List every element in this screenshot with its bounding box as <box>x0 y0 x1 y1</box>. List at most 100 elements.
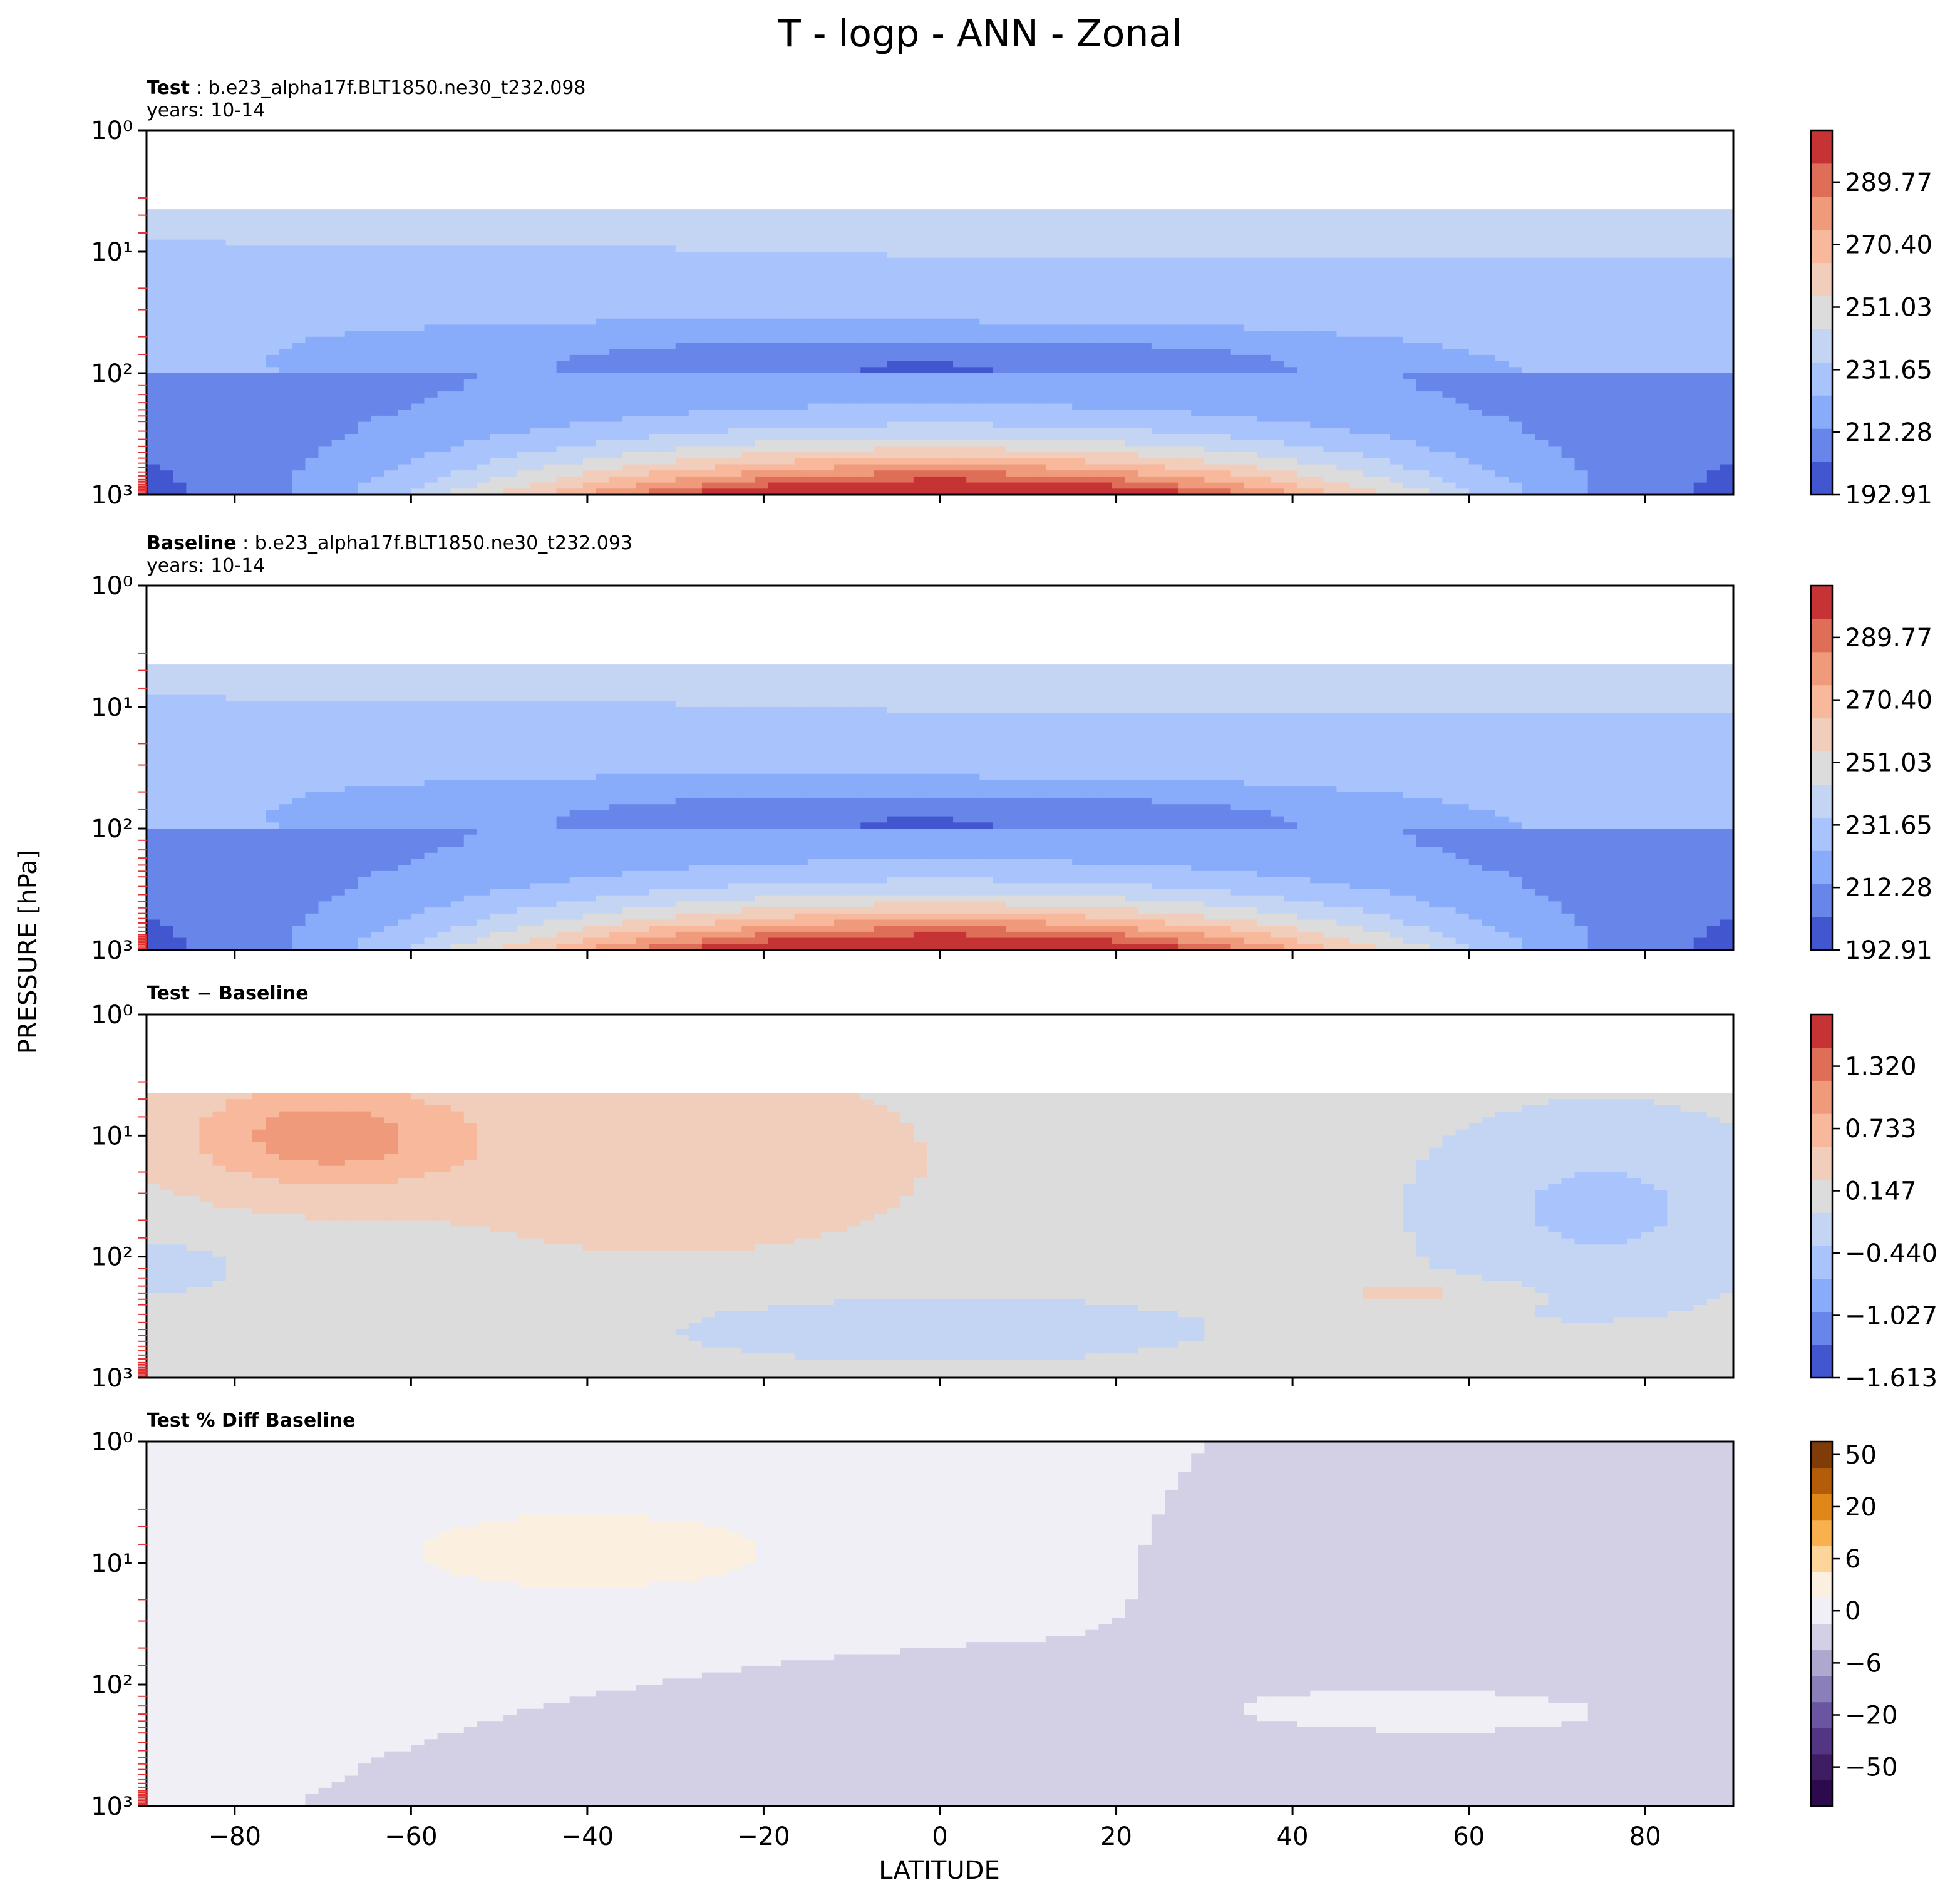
colorbar-tick-label: 0 <box>1845 1597 1860 1626</box>
figure-title: T - logp - ANN - Zonal <box>777 12 1182 56</box>
colorbar-segment <box>1811 197 1832 230</box>
colorbar-tick-label: 6 <box>1845 1545 1860 1574</box>
colorbar-tick-label: 251.03 <box>1845 294 1932 323</box>
colorbar-segment <box>1811 163 1832 197</box>
colorbar-segment <box>1811 1572 1832 1598</box>
colorbar-segment <box>1811 428 1832 462</box>
colorbar-segment <box>1811 1048 1832 1081</box>
colorbar-tick-label: −20 <box>1845 1701 1897 1730</box>
colorbar-tick-label: 1.320 <box>1845 1053 1917 1082</box>
colorbar-segment <box>1811 1015 1832 1048</box>
colorbar-segment <box>1811 1442 1832 1468</box>
colorbar-segment <box>1811 1345 1832 1378</box>
colorbar-tick-label: 289.77 <box>1845 624 1932 653</box>
colorbar-tick-label: 0.147 <box>1845 1177 1917 1206</box>
panel-label: Test <box>147 77 190 99</box>
colorbar-tick-label: −1.613 <box>1845 1364 1937 1393</box>
colorbar-segment <box>1811 462 1832 495</box>
colorbar-segment <box>1811 1702 1832 1728</box>
colorbar-segment <box>1811 329 1832 363</box>
y-tick-label: 10² <box>91 359 133 388</box>
x-tick-label: −60 <box>384 1822 437 1851</box>
y-tick-label: 10¹ <box>91 693 133 722</box>
panel-label: Test − Baseline <box>147 983 309 1004</box>
colorbar-segment <box>1811 1279 1832 1312</box>
colorbar-segment <box>1811 1212 1832 1246</box>
colorbar-tick-label: 192.91 <box>1845 936 1932 965</box>
colorbar-segment <box>1811 1546 1832 1572</box>
colorbar-tick-label: 231.65 <box>1845 811 1932 840</box>
x-tick-label: 80 <box>1629 1822 1661 1851</box>
x-tick-label: −40 <box>561 1822 614 1851</box>
colorbar-segment <box>1811 884 1832 917</box>
x-tick-label: −20 <box>737 1822 790 1851</box>
y-tick-label: 10⁰ <box>91 1428 133 1457</box>
case-name: : b.e23_alpha17f.BLT1850.ne30_t232.093 <box>237 532 632 554</box>
panel-title: Test % Diff Baseline <box>147 1410 356 1432</box>
contour-fill <box>147 664 1734 951</box>
colorbar-tick-label: 231.65 <box>1845 356 1932 385</box>
panel-label: Baseline <box>147 532 237 554</box>
colorbar-tick-label: 289.77 <box>1845 168 1932 197</box>
panel-label: Test % Diff Baseline <box>147 1410 356 1432</box>
colorbar-tick-label: 270.40 <box>1845 686 1932 715</box>
y-tick-label: 10⁰ <box>91 1001 133 1030</box>
colorbar-tick-label: −50 <box>1845 1753 1897 1782</box>
colorbar-segment <box>1811 1520 1832 1546</box>
colorbar-segment <box>1811 619 1832 652</box>
contour-fill <box>147 209 1734 495</box>
years-label: years: 10-14 <box>147 555 265 577</box>
y-tick-label: 10¹ <box>91 1549 133 1578</box>
colorbar-segment <box>1811 362 1832 395</box>
x-tick-label: 40 <box>1277 1822 1309 1851</box>
colorbar-segment <box>1811 1113 1832 1147</box>
colorbar-segment <box>1811 1754 1832 1780</box>
colorbar-segment <box>1811 1312 1832 1345</box>
y-tick-label: 10³ <box>91 1364 133 1393</box>
contour-fill <box>147 1093 1734 1378</box>
colorbar-tick-label: 212.28 <box>1845 418 1932 447</box>
colorbar-segment <box>1811 652 1832 685</box>
colorbar-segment <box>1811 685 1832 718</box>
colorbar-tick-label: −0.440 <box>1845 1239 1937 1268</box>
colorbar-tick-label: 192.91 <box>1845 481 1932 510</box>
colorbar-segment <box>1811 850 1832 884</box>
y-tick-label: 10¹ <box>91 238 133 267</box>
x-tick-label: 0 <box>932 1822 947 1851</box>
panel-title: Baseline : b.e23_alpha17f.BLT1850.ne30_t… <box>147 532 632 554</box>
colorbar-segment <box>1811 130 1832 163</box>
panel-title: Test : b.e23_alpha17f.BLT1850.ne30_t232.… <box>147 77 586 99</box>
colorbar-segment <box>1811 395 1832 428</box>
years-label: years: 10-14 <box>147 100 265 121</box>
y-tick-label: 10² <box>91 1671 133 1700</box>
colorbar-segment <box>1811 817 1832 850</box>
colorbar-segment <box>1811 1081 1832 1114</box>
colorbar-segment <box>1811 1624 1832 1650</box>
x-tick-label: 60 <box>1453 1822 1485 1851</box>
x-axis-label: LATITUDE <box>879 1856 999 1885</box>
x-tick-label: −80 <box>209 1822 261 1851</box>
y-tick-label: 10³ <box>91 481 133 510</box>
y-tick-label: 10⁰ <box>91 116 133 145</box>
colorbar-segment <box>1811 917 1832 950</box>
panel-title: Test − Baseline <box>147 983 309 1004</box>
colorbar-segment <box>1811 1780 1832 1806</box>
colorbar-segment <box>1811 1468 1832 1494</box>
colorbar-tick-label: 251.03 <box>1845 749 1932 778</box>
y-tick-label: 10³ <box>91 1792 133 1821</box>
colorbar-tick-label: 212.28 <box>1845 874 1932 902</box>
colorbar-segment <box>1811 263 1832 296</box>
colorbar-segment <box>1811 1650 1832 1676</box>
y-axis-label: PRESSURE [hPa] <box>14 850 43 1054</box>
colorbar-tick-label: 0.733 <box>1845 1115 1917 1144</box>
y-tick-label: 10² <box>91 815 133 844</box>
colorbar-segment <box>1811 586 1832 619</box>
colorbar-segment <box>1811 718 1832 751</box>
case-name: : b.e23_alpha17f.BLT1850.ne30_t232.098 <box>190 77 585 99</box>
colorbar-tick-label: −6 <box>1845 1649 1882 1678</box>
colorbar-segment <box>1811 296 1832 329</box>
colorbar-segment <box>1811 1676 1832 1702</box>
y-tick-label: 10⁰ <box>91 572 133 601</box>
colorbar-segment <box>1811 785 1832 818</box>
